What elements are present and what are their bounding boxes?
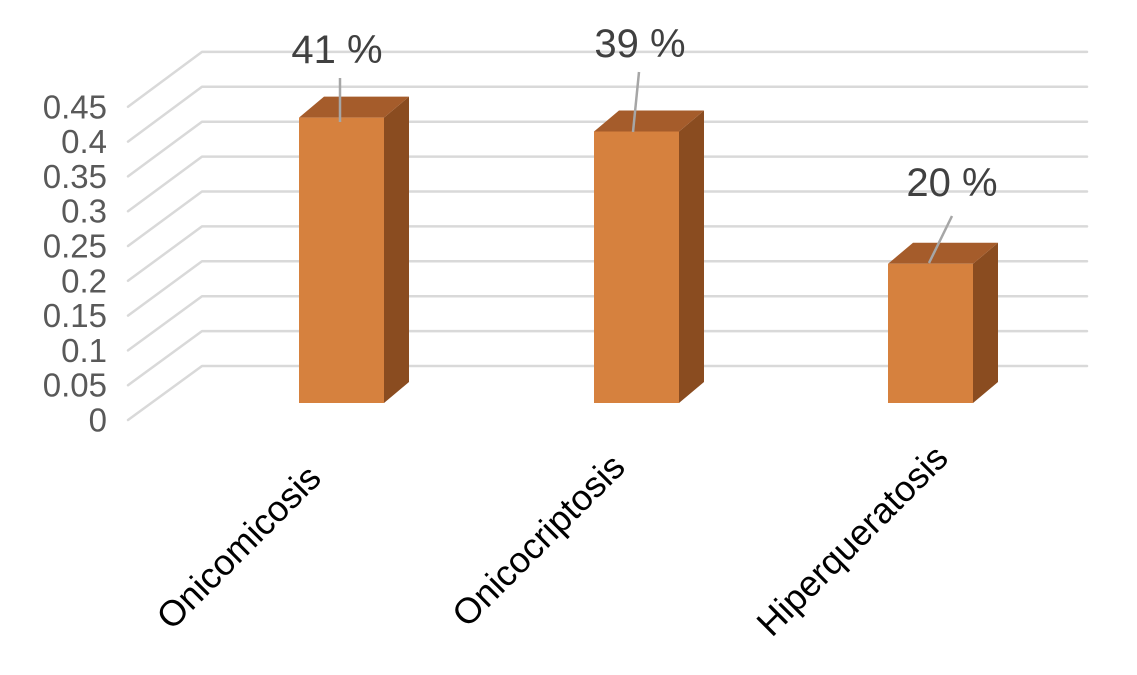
y-axis-tick-label: 0 [89,402,107,439]
bar-side-face [384,96,409,403]
gridline [126,120,1089,178]
data-label-leader-line [631,71,641,133]
bar-top-face [594,110,704,132]
gridline [126,155,1089,213]
gridline [126,225,1089,283]
y-axis-tick-label: 0.3 [61,193,107,230]
y-axis-tick-label: 0.05 [43,367,107,404]
gridline [126,364,1089,422]
bar-front-face [594,131,679,403]
bar-top-face [888,242,998,264]
data-label: 39 % [594,22,685,66]
bar-side-face [973,242,998,403]
y-axis-tick-label: 0.2 [61,262,107,299]
gridline [126,85,1089,143]
y-axis-tick-label: 0.4 [61,123,107,160]
x-axis-category-label: Onicomicosis [148,457,328,637]
gridline [126,294,1089,352]
bar-side-face [679,110,704,403]
gridline [126,260,1089,317]
data-label: 20 % [906,161,997,205]
gridline [126,190,1089,248]
y-axis-tick-label: 0.25 [43,228,107,265]
data-label: 41 % [291,28,382,72]
gridline [126,50,1089,109]
bar-top-face [299,96,409,118]
y-axis-tick-label: 0.15 [43,297,107,334]
y-axis-tick-label: 0.1 [61,332,107,369]
y-axis-tick-label: 0.35 [43,158,107,195]
x-axis-category-label: Onicocriptosis [444,446,633,635]
gridline [126,329,1089,387]
x-axis-category-label: Hiperqueratosis [748,437,955,644]
bar-front-face [299,117,384,403]
bar-front-face [888,263,973,403]
y-axis-tick-label: 0.45 [43,88,107,125]
data-label-leader-line [927,215,954,264]
